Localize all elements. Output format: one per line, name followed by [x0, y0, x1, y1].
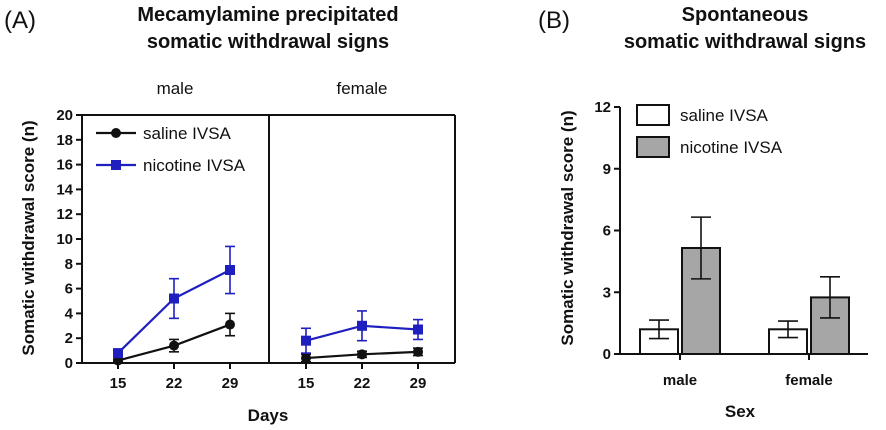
chart-b-category-label-male: male: [663, 372, 697, 389]
chart-b-legend-label: nicotine IVSA: [680, 138, 783, 157]
chart-a-y-tick-label: 14: [56, 181, 73, 198]
chart-a-point-saline: [169, 340, 179, 351]
chart-a-point-nicotine: [301, 335, 311, 346]
chart-a-point-saline: [357, 349, 367, 360]
chart-a-y-tick-label: 12: [56, 206, 73, 223]
chart-b-y-tick-label: 3: [603, 284, 611, 301]
chart-a-point-saline: [225, 319, 235, 330]
chart-b-y-tick-label: 9: [603, 161, 611, 178]
chart-a-point-nicotine: [169, 293, 179, 304]
chart-a-x-axis-title: Days: [248, 406, 289, 425]
chart-a-point-nicotine: [413, 324, 423, 335]
chart-b-y-tick-label: 12: [594, 99, 611, 116]
chart-a-title-line-2: somatic withdrawal signs: [147, 31, 389, 53]
chart-b-legend-swatch-nicotine: [636, 136, 670, 158]
chart-a-x-tick-label: 29: [222, 375, 239, 392]
chart-a-legend-label: saline IVSA: [143, 124, 232, 143]
panel-a-label: (A): [4, 7, 36, 34]
chart-a-y-tick-label: 10: [56, 231, 73, 248]
chart-a-y-tick-label: 0: [65, 355, 73, 372]
chart-a-title-line-1: Mecamylamine precipitated: [137, 4, 398, 26]
chart-a-y-tick-label: 6: [65, 281, 73, 298]
chart-b-y-axis-title: Somatic withdrawal score (n): [558, 110, 577, 345]
chart-b-title-line-1: Spontaneous: [682, 4, 809, 26]
chart-b-x-axis-title: Sex: [725, 402, 756, 421]
chart-a-x-tick-label: 15: [298, 375, 315, 392]
chart-b-category-label-female: female: [785, 372, 833, 389]
chart-a-legend-marker-saline: [111, 128, 121, 138]
chart-b-y-tick-label: 6: [603, 223, 611, 240]
chart-a-y-tick-label: 18: [56, 132, 73, 149]
chart-a-y-tick-label: 8: [65, 256, 73, 273]
chart-a-y-tick-label: 4: [65, 305, 74, 322]
chart-a-point-nicotine: [357, 320, 367, 331]
chart-a-y-tick-label: 16: [56, 157, 73, 174]
chart-a-y-tick-label: 2: [65, 330, 73, 347]
chart-b-y-tick-label: 0: [603, 346, 611, 363]
chart-a-point-nicotine: [113, 348, 123, 359]
chart-a-x-tick-label: 22: [166, 375, 183, 392]
chart-a-y-tick-label: 20: [56, 107, 73, 124]
chart-a-point-saline: [413, 346, 423, 357]
chart-a-legend-label: nicotine IVSA: [143, 156, 246, 175]
chart-b-legend-label: saline IVSA: [680, 106, 769, 125]
chart-a-x-tick-label: 29: [410, 375, 427, 392]
chart-b-legend-swatch-saline: [636, 104, 670, 126]
chart-b-title-line-2: somatic withdrawal signs: [624, 31, 866, 53]
chart-a-point-nicotine: [225, 265, 235, 275]
chart-a-x-tick-label: 22: [354, 375, 371, 392]
panel-b-label: (B): [538, 7, 570, 34]
chart-a-y-axis-title: Somatic withdrawal score (n): [19, 120, 38, 355]
chart-a-point-saline: [301, 353, 311, 364]
facet-label-male: male: [157, 79, 194, 98]
chart-a-legend-marker-nicotine: [111, 160, 121, 170]
chart-a-x-tick-label: 15: [110, 375, 127, 392]
facet-label-female: female: [336, 79, 387, 98]
